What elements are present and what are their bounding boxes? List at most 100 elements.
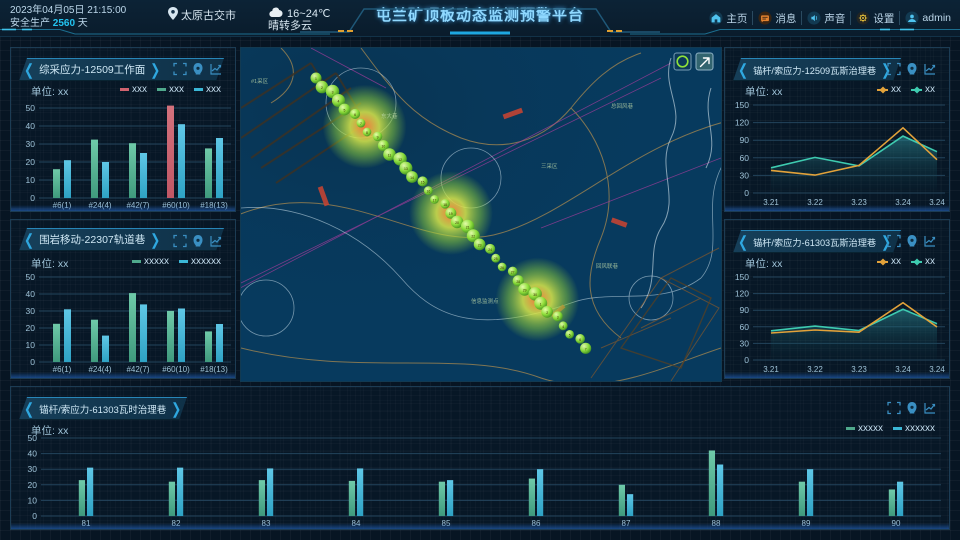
svg-text:60: 60 bbox=[740, 322, 750, 332]
svg-text:23: 23 bbox=[478, 243, 482, 247]
svg-text:88: 88 bbox=[712, 519, 721, 528]
svg-text:90: 90 bbox=[740, 305, 750, 315]
svg-text:3: 3 bbox=[332, 90, 334, 94]
svg-text:21: 21 bbox=[466, 225, 470, 229]
svg-text:19: 19 bbox=[449, 212, 453, 216]
svg-text:回风联巷: 回风联巷 bbox=[596, 262, 619, 270]
svg-text:20: 20 bbox=[28, 480, 38, 490]
svg-text:30: 30 bbox=[26, 306, 36, 316]
svg-text:5: 5 bbox=[569, 333, 571, 337]
svg-text:#1采区: #1采区 bbox=[251, 77, 269, 85]
svg-text:3.24: 3.24 bbox=[929, 365, 945, 374]
svg-text:120: 120 bbox=[735, 118, 749, 128]
svg-text:13: 13 bbox=[404, 167, 408, 171]
svg-text:29: 29 bbox=[523, 288, 527, 292]
svg-text:11: 11 bbox=[388, 153, 392, 157]
svg-text:27: 27 bbox=[511, 270, 515, 274]
svg-text:4: 4 bbox=[338, 100, 340, 104]
svg-text:6: 6 bbox=[354, 113, 356, 117]
svg-text:3.24: 3.24 bbox=[895, 365, 911, 374]
svg-text:87: 87 bbox=[622, 519, 631, 528]
svg-text:22: 22 bbox=[471, 235, 475, 239]
svg-text:信息监测点: 信息监测点 bbox=[471, 297, 499, 305]
svg-text:26: 26 bbox=[500, 266, 504, 270]
svg-text:4: 4 bbox=[562, 325, 564, 329]
svg-text:#18(13): #18(13) bbox=[200, 365, 228, 374]
svg-text:3.22: 3.22 bbox=[807, 365, 823, 374]
svg-text:3.21: 3.21 bbox=[763, 198, 779, 207]
svg-text:120: 120 bbox=[735, 289, 749, 299]
svg-text:5: 5 bbox=[344, 109, 346, 113]
svg-text:#18(13): #18(13) bbox=[200, 201, 228, 210]
svg-text:#6(1): #6(1) bbox=[53, 365, 72, 374]
svg-text:7: 7 bbox=[360, 122, 362, 126]
svg-text:28: 28 bbox=[516, 280, 520, 284]
svg-text:#6(1): #6(1) bbox=[53, 201, 72, 210]
svg-text:89: 89 bbox=[802, 519, 811, 528]
svg-text:20: 20 bbox=[26, 323, 36, 333]
svg-text:40: 40 bbox=[26, 289, 36, 299]
svg-text:东大巷: 东大巷 bbox=[381, 112, 398, 120]
svg-text:3.24: 3.24 bbox=[895, 198, 911, 207]
svg-text:0: 0 bbox=[744, 355, 749, 365]
svg-text:20: 20 bbox=[26, 157, 36, 167]
svg-text:2: 2 bbox=[546, 311, 548, 315]
svg-text:40: 40 bbox=[28, 449, 38, 459]
svg-text:10: 10 bbox=[382, 145, 386, 149]
svg-text:81: 81 bbox=[82, 519, 91, 528]
svg-text:90: 90 bbox=[740, 135, 750, 145]
svg-text:3.23: 3.23 bbox=[851, 365, 867, 374]
svg-text:10: 10 bbox=[26, 175, 36, 185]
svg-text:#60(10): #60(10) bbox=[162, 365, 190, 374]
svg-text:0: 0 bbox=[30, 357, 35, 367]
svg-text:3.21: 3.21 bbox=[763, 365, 779, 374]
svg-text:12: 12 bbox=[398, 158, 402, 162]
svg-text:#60(10): #60(10) bbox=[162, 201, 190, 210]
svg-text:3.24: 3.24 bbox=[929, 198, 945, 207]
svg-text:150: 150 bbox=[735, 272, 749, 282]
svg-text:9: 9 bbox=[377, 135, 379, 139]
svg-text:82: 82 bbox=[172, 519, 181, 528]
svg-text:#42(7): #42(7) bbox=[126, 201, 149, 210]
svg-text:14: 14 bbox=[410, 176, 414, 180]
svg-text:85: 85 bbox=[442, 519, 451, 528]
svg-text:总回风巷: 总回风巷 bbox=[611, 102, 634, 110]
svg-text:50: 50 bbox=[26, 272, 36, 282]
svg-text:50: 50 bbox=[28, 433, 38, 443]
svg-text:3.23: 3.23 bbox=[851, 198, 867, 207]
svg-text:#24(4): #24(4) bbox=[88, 365, 111, 374]
svg-text:60: 60 bbox=[740, 153, 750, 163]
svg-text:30: 30 bbox=[740, 170, 750, 180]
svg-text:150: 150 bbox=[735, 100, 749, 110]
svg-text:15: 15 bbox=[421, 180, 425, 184]
svg-text:2: 2 bbox=[321, 86, 323, 90]
svg-text:40: 40 bbox=[26, 121, 36, 131]
svg-text:3: 3 bbox=[557, 315, 559, 319]
svg-text:18: 18 bbox=[443, 203, 447, 207]
svg-text:0: 0 bbox=[32, 511, 37, 521]
svg-text:10: 10 bbox=[28, 495, 38, 505]
svg-text:50: 50 bbox=[26, 103, 36, 113]
svg-text:10: 10 bbox=[26, 340, 36, 350]
svg-text:90: 90 bbox=[892, 519, 901, 528]
svg-text:三采区: 三采区 bbox=[541, 162, 558, 170]
svg-text:30: 30 bbox=[533, 293, 537, 297]
svg-text:24: 24 bbox=[488, 248, 492, 252]
svg-text:3.22: 3.22 bbox=[807, 198, 823, 207]
svg-text:17: 17 bbox=[433, 198, 437, 202]
svg-text:30: 30 bbox=[26, 139, 36, 149]
svg-text:16: 16 bbox=[426, 190, 430, 194]
svg-text:#24(4): #24(4) bbox=[88, 201, 111, 210]
svg-text:30: 30 bbox=[740, 338, 750, 348]
svg-text:0: 0 bbox=[30, 193, 35, 203]
svg-text:25: 25 bbox=[494, 257, 498, 261]
svg-text:83: 83 bbox=[262, 519, 271, 528]
svg-text:1: 1 bbox=[540, 302, 542, 306]
svg-text:20: 20 bbox=[455, 221, 459, 225]
svg-text:6: 6 bbox=[579, 338, 581, 342]
svg-text:1: 1 bbox=[315, 77, 317, 81]
svg-text:#42(7): #42(7) bbox=[126, 365, 149, 374]
svg-text:84: 84 bbox=[352, 519, 361, 528]
svg-text:7: 7 bbox=[585, 347, 587, 351]
svg-text:30: 30 bbox=[28, 464, 38, 474]
